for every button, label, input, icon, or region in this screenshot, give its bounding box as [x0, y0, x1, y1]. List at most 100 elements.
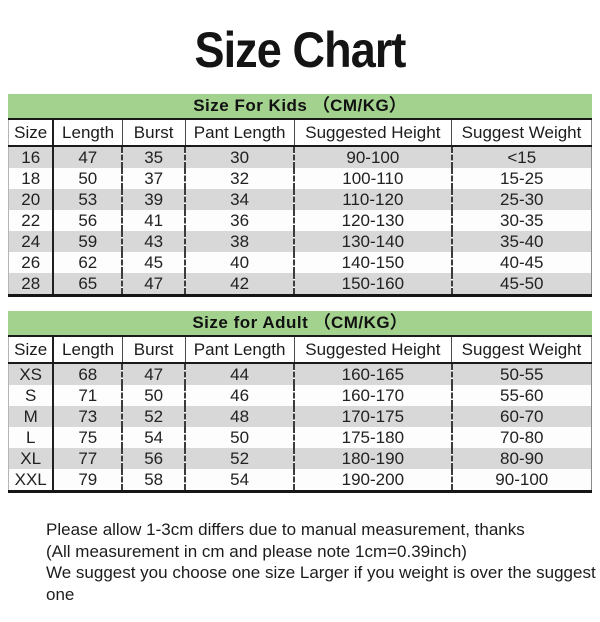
size-label-cell: 22 — [21, 210, 41, 230]
table-row: 24 59 43 38 130-140 35-40 — [8, 231, 592, 252]
size-label-cell: 16 — [21, 147, 41, 167]
table-cell: 90-100 — [450, 469, 592, 492]
table-cell: 59 — [52, 231, 123, 252]
table-cell: 79 — [52, 469, 123, 492]
table-cell: 34 — [184, 189, 295, 210]
table-row: XL 77 56 52 180-190 80-90 — [8, 448, 592, 469]
table-cell: 140-150 — [293, 252, 452, 273]
table-cell: <15 — [450, 146, 592, 168]
size-label-cell: 20 — [21, 189, 41, 209]
table-cell: 75 — [52, 427, 123, 448]
table-cell: 80-90 — [450, 448, 592, 469]
table-cell: 35 — [121, 146, 186, 168]
table-cell: 43 — [121, 231, 186, 252]
table-cell: 71 — [52, 385, 123, 406]
table-cell: 42 — [184, 273, 295, 296]
size-label-cell: XXL — [14, 469, 47, 489]
table-cell: 110-120 — [293, 189, 452, 210]
size-label-cell: 26 — [21, 252, 41, 272]
adult-table-banner: Size for Adult （CM/KG） — [8, 311, 592, 337]
table-cell: 50-55 — [450, 363, 592, 385]
size-label-cell: XL — [20, 448, 42, 468]
table-cell: 190-200 — [293, 469, 452, 492]
table-cell: 45 — [121, 252, 186, 273]
table-cell: 25-30 — [450, 189, 592, 210]
table-cell: 41 — [121, 210, 186, 231]
size-label-cell: M — [23, 406, 38, 426]
table-cell: 36 — [184, 210, 295, 231]
table-cell: 40 — [184, 252, 295, 273]
footer-notes: Please allow 1-3cm differs due to manual… — [46, 519, 600, 605]
table-cell: 38 — [184, 231, 295, 252]
table-cell: 68 — [52, 363, 123, 385]
table-cell: 58 — [121, 469, 186, 492]
table-cell: 15-25 — [450, 168, 592, 189]
table-cell: 50 — [184, 427, 295, 448]
table-cell: 175-180 — [293, 427, 452, 448]
page-title: Size Chart — [194, 22, 406, 78]
table-cell: 120-130 — [293, 210, 452, 231]
size-label-cell: S — [25, 385, 37, 405]
table-cell: 47 — [121, 273, 186, 296]
table-cell: 73 — [52, 406, 123, 427]
size-label-cell: L — [25, 427, 36, 447]
table-row: M 73 52 48 170-175 60-70 — [8, 406, 592, 427]
table-cell: 44 — [184, 363, 295, 385]
table-cell: 160-165 — [293, 363, 452, 385]
column-header: Length — [52, 337, 123, 364]
column-header: Burst — [121, 337, 186, 364]
table-cell: 130-140 — [293, 231, 452, 252]
table-cell: 55-60 — [450, 385, 592, 406]
column-header: Pant Length — [184, 337, 295, 364]
table-row: 20 53 39 34 110-120 25-30 — [8, 189, 592, 210]
table-cell: 150-160 — [293, 273, 452, 296]
size-label-cell: 28 — [21, 273, 41, 293]
table-row: L 75 54 50 175-180 70-80 — [8, 427, 592, 448]
footer-note-line-2: (All measurement in cm and please note 1… — [46, 541, 467, 561]
table-row: 28 65 47 42 150-160 45-50 — [8, 273, 592, 296]
table-row: 16 47 35 30 90-100 <15 — [8, 146, 592, 168]
table-row: 26 62 45 40 140-150 40-45 — [8, 252, 592, 273]
table-row: 18 50 37 32 100-110 15-25 — [8, 168, 592, 189]
table-row: S 71 50 46 160-170 55-60 — [8, 385, 592, 406]
column-header: Suggested Height — [293, 337, 452, 364]
table-cell: 37 — [121, 168, 186, 189]
table-cell: 32 — [184, 168, 295, 189]
footer-note-line-3: We suggest you choose one size Larger if… — [46, 563, 596, 604]
header-row: Size Length Burst Pant Length Suggested Heig… — [8, 120, 592, 147]
header-row: Size Length Burst Pant Length Suggested Heig… — [8, 337, 592, 364]
kids-size-section: Size For Kids （CM/KG） Size Length Burst Pan… — [8, 94, 592, 297]
column-header: Size — [8, 337, 54, 364]
table-cell: 35-40 — [450, 231, 592, 252]
size-chart-page: Size Chart Size For Kids （CM/KG） Size Len… — [0, 22, 600, 622]
table-cell: 77 — [52, 448, 123, 469]
table-cell: 170-175 — [293, 406, 452, 427]
kids-size-table: Size Length Burst Pant Length Suggested Heig… — [8, 120, 592, 297]
table-cell: 40-45 — [450, 252, 592, 273]
size-label-cell: XS — [19, 364, 43, 384]
adult-size-table: Size Length Burst Pant Length Suggested Heig… — [8, 337, 592, 493]
table-cell: 54 — [121, 427, 186, 448]
table-cell: 90-100 — [293, 146, 452, 168]
table-cell: 30 — [184, 146, 295, 168]
column-header: Suggest Weight — [451, 337, 592, 364]
table-cell: 53 — [52, 189, 123, 210]
column-header: Burst — [121, 120, 186, 147]
table-cell: 160-170 — [293, 385, 452, 406]
table-cell: 39 — [121, 189, 186, 210]
adult-size-section: Size for Adult （CM/KG） Size Length Burst Pa… — [8, 311, 592, 493]
kids-table-banner: Size For Kids （CM/KG） — [8, 94, 592, 120]
footer-note-line-1: Please allow 1-3cm differs due to manual… — [46, 520, 525, 539]
table-row: XXL 79 58 54 190-200 90-100 — [8, 469, 592, 492]
table-cell: 54 — [184, 469, 295, 492]
table-cell: 50 — [121, 385, 186, 406]
column-header: Suggest Weight — [451, 120, 592, 147]
table-cell: 45-50 — [450, 273, 592, 296]
table-cell: 100-110 — [293, 168, 452, 189]
table-row: 22 56 41 36 120-130 30-35 — [8, 210, 592, 231]
table-cell: 47 — [52, 146, 123, 168]
table-cell: 52 — [121, 406, 186, 427]
table-row: XS 68 47 44 160-165 50-55 — [8, 363, 592, 385]
table-cell: 56 — [121, 448, 186, 469]
column-header: Size — [8, 120, 54, 147]
